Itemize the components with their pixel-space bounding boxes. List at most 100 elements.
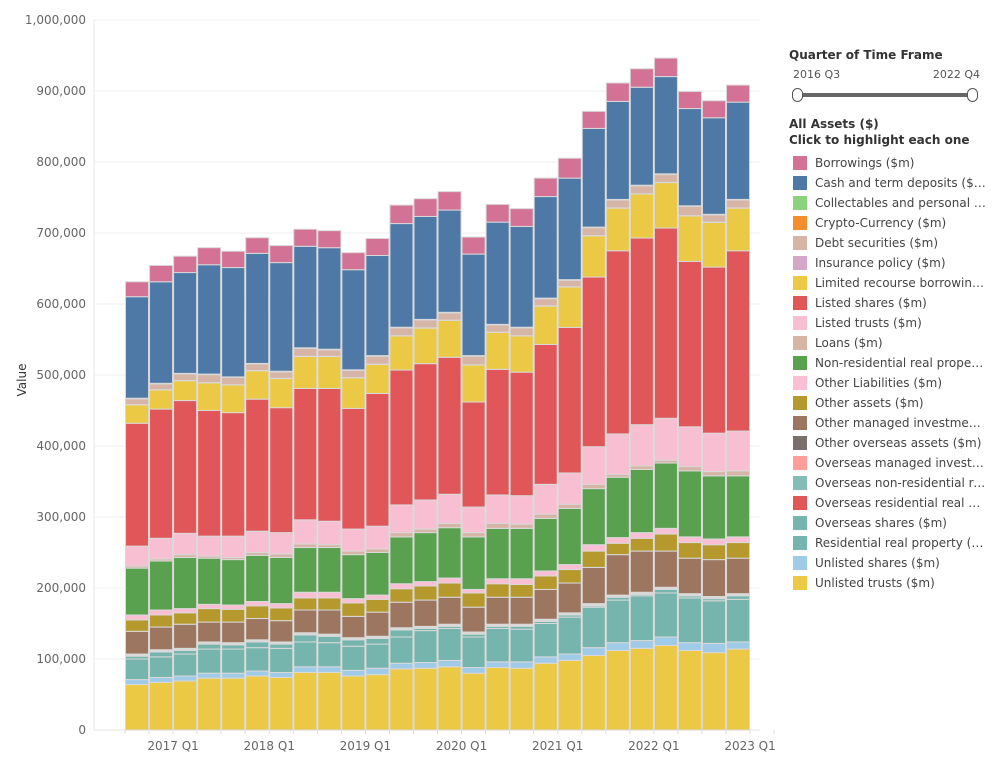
bar-segment[interactable] bbox=[245, 605, 270, 620]
bar-segment[interactable] bbox=[509, 225, 534, 328]
bar-segment[interactable] bbox=[317, 387, 342, 522]
bar-segment[interactable] bbox=[413, 662, 438, 669]
bar-segment[interactable] bbox=[437, 596, 462, 625]
bar-segment[interactable] bbox=[125, 658, 150, 681]
bar-segment[interactable] bbox=[269, 676, 294, 731]
bar-segment[interactable] bbox=[557, 659, 582, 731]
bar-segment[interactable] bbox=[197, 557, 222, 605]
bar-segment[interactable] bbox=[485, 661, 510, 669]
bar-segment[interactable] bbox=[365, 525, 390, 550]
bar-segment[interactable] bbox=[389, 629, 414, 638]
bar-segment[interactable] bbox=[293, 591, 318, 599]
bar-stack[interactable] bbox=[197, 247, 222, 731]
bar-segment[interactable] bbox=[269, 553, 294, 558]
bar-segment[interactable] bbox=[413, 198, 438, 217]
bar-segment[interactable] bbox=[557, 177, 582, 281]
bar-segment[interactable] bbox=[509, 371, 534, 497]
bar-segment[interactable] bbox=[149, 389, 174, 410]
bar-segment[interactable] bbox=[413, 630, 438, 664]
bar-stack[interactable] bbox=[485, 203, 510, 731]
bar-segment[interactable] bbox=[149, 383, 174, 391]
bar-stack[interactable] bbox=[221, 250, 246, 731]
bar-segment[interactable] bbox=[461, 364, 486, 403]
bar-segment[interactable] bbox=[413, 528, 438, 534]
legend-item[interactable]: Limited recourse borrowing ... bbox=[789, 273, 994, 293]
bar-segment[interactable] bbox=[581, 488, 606, 546]
bar-segment[interactable] bbox=[173, 612, 198, 625]
bar-segment[interactable] bbox=[293, 597, 318, 611]
bar-segment[interactable] bbox=[533, 483, 558, 515]
bar-segment[interactable] bbox=[221, 267, 246, 378]
legend-item[interactable]: Listed trusts ($m) bbox=[789, 313, 994, 333]
bar-segment[interactable] bbox=[677, 205, 702, 217]
bar-segment[interactable] bbox=[293, 245, 318, 349]
bar-segment[interactable] bbox=[461, 536, 486, 590]
bar-segment[interactable] bbox=[317, 356, 342, 389]
bar-segment[interactable] bbox=[197, 535, 222, 557]
bar-segment[interactable] bbox=[726, 542, 751, 559]
bar-segment[interactable] bbox=[173, 649, 198, 655]
bar-stack[interactable] bbox=[726, 84, 751, 731]
bar-segment[interactable] bbox=[149, 676, 174, 683]
bar-stack[interactable] bbox=[677, 90, 702, 731]
bar-segment[interactable] bbox=[245, 675, 270, 731]
bar-segment[interactable] bbox=[221, 604, 246, 610]
bar-segment[interactable] bbox=[221, 644, 246, 650]
bar-segment[interactable] bbox=[629, 537, 654, 552]
legend-item[interactable]: Overseas managed investm... bbox=[789, 453, 994, 473]
bar-segment[interactable] bbox=[461, 532, 486, 538]
bar-segment[interactable] bbox=[581, 654, 606, 731]
bar-segment[interactable] bbox=[629, 465, 654, 470]
bar-segment[interactable] bbox=[557, 564, 582, 571]
bar-segment[interactable] bbox=[461, 355, 486, 366]
bar-segment[interactable] bbox=[389, 583, 414, 590]
bar-segment[interactable] bbox=[197, 648, 222, 674]
bar-segment[interactable] bbox=[269, 532, 294, 555]
bar-segment[interactable] bbox=[341, 602, 366, 617]
bar-segment[interactable] bbox=[197, 621, 222, 643]
bar-segment[interactable] bbox=[485, 324, 510, 333]
bar-segment[interactable] bbox=[221, 376, 246, 386]
bar-segment[interactable] bbox=[245, 530, 270, 554]
bar-segment[interactable] bbox=[437, 582, 462, 598]
bar-stack[interactable] bbox=[413, 198, 438, 731]
bar-segment[interactable] bbox=[389, 588, 414, 603]
bar-segment[interactable] bbox=[485, 527, 510, 580]
bar-segment[interactable] bbox=[677, 597, 702, 644]
legend-item[interactable]: Collectables and personal us... bbox=[789, 193, 994, 213]
bar-segment[interactable] bbox=[605, 542, 630, 556]
bar-segment[interactable] bbox=[726, 199, 751, 209]
bar-segment[interactable] bbox=[509, 523, 534, 529]
bar-segment[interactable] bbox=[149, 626, 174, 651]
bar-segment[interactable] bbox=[389, 223, 414, 328]
bar-segment[interactable] bbox=[269, 245, 294, 264]
bar-segment[interactable] bbox=[653, 57, 678, 78]
bar-segment[interactable] bbox=[677, 542, 702, 559]
bar-segment[interactable] bbox=[605, 649, 630, 731]
bar-segment[interactable] bbox=[149, 281, 174, 384]
bar-segment[interactable] bbox=[269, 556, 294, 605]
bar-segment[interactable] bbox=[125, 679, 150, 686]
bar-segment[interactable] bbox=[341, 554, 366, 600]
bar-segment[interactable] bbox=[533, 513, 558, 519]
bar-stack[interactable] bbox=[509, 208, 534, 731]
bar-segment[interactable] bbox=[413, 499, 438, 530]
bar-segment[interactable] bbox=[629, 86, 654, 186]
bar-segment[interactable] bbox=[533, 305, 558, 345]
bar-segment[interactable] bbox=[485, 596, 510, 625]
bar-segment[interactable] bbox=[461, 401, 486, 508]
bar-segment[interactable] bbox=[197, 374, 222, 384]
bar-segment[interactable] bbox=[365, 237, 390, 257]
bar-segment[interactable] bbox=[173, 255, 198, 274]
bar-segment[interactable] bbox=[605, 250, 630, 435]
bar-segment[interactable] bbox=[173, 653, 198, 677]
bar-segment[interactable] bbox=[509, 495, 534, 525]
bar-segment[interactable] bbox=[605, 476, 630, 539]
bar-segment[interactable] bbox=[173, 680, 198, 731]
bar-segment[interactable] bbox=[629, 237, 654, 426]
bar-segment[interactable] bbox=[653, 636, 678, 647]
bar-segment[interactable] bbox=[461, 672, 486, 731]
bar-segment[interactable] bbox=[365, 552, 390, 596]
bar-segment[interactable] bbox=[269, 407, 294, 534]
bar-segment[interactable] bbox=[221, 677, 246, 731]
